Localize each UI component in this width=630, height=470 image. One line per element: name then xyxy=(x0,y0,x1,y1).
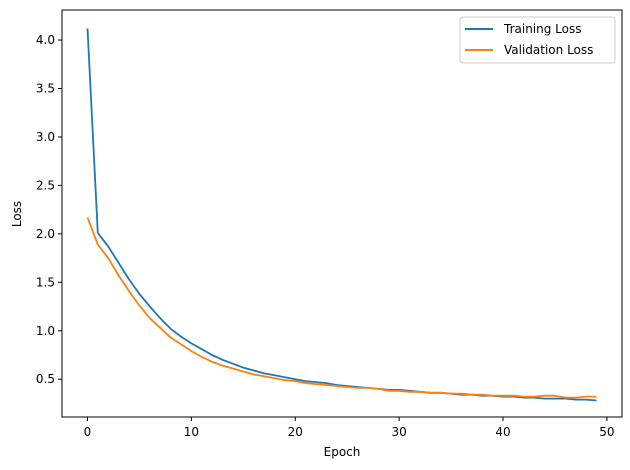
y-tick-label: 1.5 xyxy=(36,275,55,289)
legend-label-training: Training Loss xyxy=(503,22,581,36)
y-tick-label: 1.0 xyxy=(36,324,55,338)
x-tick-label: 0 xyxy=(84,425,92,439)
y-tick-label: 2.0 xyxy=(36,227,55,241)
x-axis-ticks: 0 10 20 30 40 50 xyxy=(84,417,615,439)
y-tick-label: 2.5 xyxy=(36,178,55,192)
y-tick-label: 4.0 xyxy=(36,33,55,47)
series-layer xyxy=(86,28,597,402)
y-axis-label: Loss xyxy=(10,201,24,227)
y-axis-ticks: 0.5 1.0 1.5 2.0 2.5 3.0 3.5 4.0 xyxy=(36,33,62,386)
x-axis-label: Epoch xyxy=(324,445,361,459)
plot-frame xyxy=(61,9,623,418)
y-tick-label: 0.5 xyxy=(36,372,55,386)
x-tick-label: 10 xyxy=(184,425,199,439)
validation-loss-line xyxy=(86,217,597,399)
x-tick-label: 20 xyxy=(288,425,303,439)
legend-label-validation: Validation Loss xyxy=(504,43,593,57)
legend: Training Loss Validation Loss xyxy=(459,16,616,64)
y-tick-label: 3.0 xyxy=(36,130,55,144)
x-tick-label: 40 xyxy=(495,425,510,439)
x-tick-label: 30 xyxy=(392,425,407,439)
x-tick-label: 50 xyxy=(599,425,614,439)
legend-box xyxy=(459,16,616,64)
y-tick-label: 3.5 xyxy=(36,81,55,95)
training-loss-line xyxy=(86,28,597,402)
